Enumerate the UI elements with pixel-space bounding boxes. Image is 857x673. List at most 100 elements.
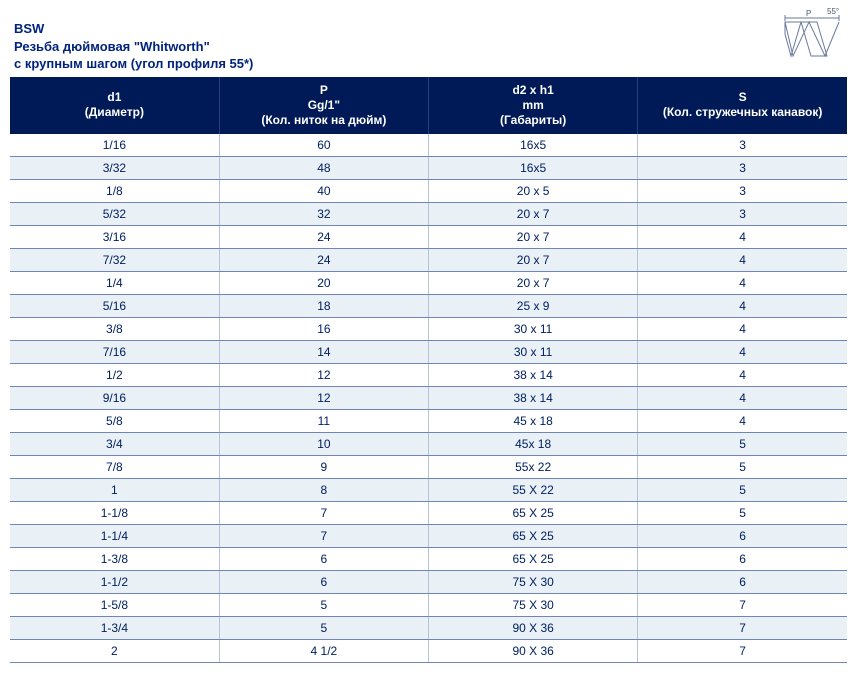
table-row: 3/324816x53 <box>10 156 847 179</box>
table-cell: 6 <box>219 547 428 570</box>
table-cell: 20 <box>219 271 428 294</box>
table-cell: 75 X 30 <box>429 570 638 593</box>
col-header-d2h1: d2 x h1 mm (Габариты) <box>429 77 638 134</box>
table-cell: 24 <box>219 248 428 271</box>
table-cell: 8 <box>219 478 428 501</box>
table-row: 1-1/8765 X 255 <box>10 501 847 524</box>
table-cell: 24 <box>219 225 428 248</box>
table-cell: 7 <box>638 616 847 639</box>
table-row: 1/84020 x 53 <box>10 179 847 202</box>
page: 55° P BSW Резьба дюймовая "Whitworth" с … <box>0 0 857 673</box>
table-cell: 4 <box>638 409 847 432</box>
table-cell: 4 <box>638 363 847 386</box>
table-cell: 65 X 25 <box>429 501 638 524</box>
table-cell: 3 <box>638 156 847 179</box>
table-cell: 30 x 11 <box>429 317 638 340</box>
col-header-s: S (Кол. стружечных канавок) <box>638 77 847 134</box>
table-cell: 3/16 <box>10 225 219 248</box>
angle-label: 55° <box>827 8 839 16</box>
table-cell: 5/8 <box>10 409 219 432</box>
table-row: 1-1/2675 X 306 <box>10 570 847 593</box>
table-cell: 9/16 <box>10 386 219 409</box>
table-cell: 10 <box>219 432 428 455</box>
title-line-2: Резьба дюймовая "Whitworth" <box>14 38 847 56</box>
table-cell: 12 <box>219 386 428 409</box>
table-cell: 4 <box>638 386 847 409</box>
table-cell: 1-3/8 <box>10 547 219 570</box>
table-cell: 4 <box>638 225 847 248</box>
col-header-p-line3: (Кол. ниток на дюйм) <box>224 113 424 128</box>
table-cell: 3/8 <box>10 317 219 340</box>
table-cell: 1/16 <box>10 134 219 157</box>
table-row: 5/323220 x 73 <box>10 202 847 225</box>
table-cell: 1-5/8 <box>10 593 219 616</box>
table-row: 1-3/8665 X 256 <box>10 547 847 570</box>
table-row: 9/161238 x 144 <box>10 386 847 409</box>
col-header-s-line1: S <box>642 90 843 105</box>
col-header-d1: d1 (Диаметр) <box>10 77 219 134</box>
table-cell: 16x5 <box>429 156 638 179</box>
table-cell: 5 <box>638 478 847 501</box>
table-cell: 1-1/2 <box>10 570 219 593</box>
table-cell: 90 X 36 <box>429 616 638 639</box>
table-cell: 7/32 <box>10 248 219 271</box>
table-cell: 12 <box>219 363 428 386</box>
table-cell: 55 X 22 <box>429 478 638 501</box>
col-header-d2h1-line2: mm <box>433 98 633 113</box>
table-cell: 5/16 <box>10 294 219 317</box>
table-row: 7/8955x 225 <box>10 455 847 478</box>
table-cell: 7 <box>638 639 847 662</box>
table-cell: 20 x 7 <box>429 248 638 271</box>
pitch-label: P <box>806 9 811 18</box>
table-cell: 32 <box>219 202 428 225</box>
table-cell: 4 <box>638 294 847 317</box>
table-cell: 3/32 <box>10 156 219 179</box>
thread-profile-diagram: 55° P <box>781 8 843 63</box>
col-header-d1-line2: (Диаметр) <box>14 105 215 120</box>
table-cell: 5/32 <box>10 202 219 225</box>
table-cell: 1/8 <box>10 179 219 202</box>
table-row: 1/21238 x 144 <box>10 363 847 386</box>
table-cell: 5 <box>219 616 428 639</box>
table-cell: 6 <box>638 547 847 570</box>
table-cell: 38 x 14 <box>429 363 638 386</box>
table-cell: 45 x 18 <box>429 409 638 432</box>
table-cell: 3 <box>638 134 847 157</box>
table-cell: 16 <box>219 317 428 340</box>
table-cell: 1-1/4 <box>10 524 219 547</box>
table-cell: 16x5 <box>429 134 638 157</box>
table-cell: 7 <box>219 524 428 547</box>
table-cell: 18 <box>219 294 428 317</box>
table-cell: 20 x 7 <box>429 202 638 225</box>
table-cell: 11 <box>219 409 428 432</box>
table-cell: 65 X 25 <box>429 547 638 570</box>
table-header: d1 (Диаметр) P Gg/1" (Кол. ниток на дюйм… <box>10 77 847 134</box>
col-header-p: P Gg/1" (Кол. ниток на дюйм) <box>219 77 428 134</box>
col-header-p-line1: P <box>224 83 424 98</box>
table-cell: 7 <box>638 593 847 616</box>
table-cell: 4 <box>638 248 847 271</box>
table-row: 1855 X 225 <box>10 478 847 501</box>
table-cell: 20 x 7 <box>429 225 638 248</box>
table-cell: 2 <box>10 639 219 662</box>
col-header-d1-line1: d1 <box>14 90 215 105</box>
table-cell: 1/4 <box>10 271 219 294</box>
table-body: 1/166016x533/324816x531/84020 x 535/3232… <box>10 134 847 663</box>
table-cell: 7 <box>219 501 428 524</box>
table-row: 1/42020 x 74 <box>10 271 847 294</box>
table-cell: 6 <box>638 524 847 547</box>
col-header-d2h1-line3: (Габариты) <box>433 113 633 128</box>
table-cell: 90 X 36 <box>429 639 638 662</box>
table-cell: 5 <box>219 593 428 616</box>
table-row: 1-5/8575 X 307 <box>10 593 847 616</box>
table-cell: 5 <box>638 432 847 455</box>
table-cell: 14 <box>219 340 428 363</box>
table-cell: 4 <box>638 317 847 340</box>
table-cell: 6 <box>219 570 428 593</box>
table-cell: 55x 22 <box>429 455 638 478</box>
table-cell: 6 <box>638 570 847 593</box>
table-cell: 9 <box>219 455 428 478</box>
table-row: 1-3/4590 X 367 <box>10 616 847 639</box>
table-cell: 60 <box>219 134 428 157</box>
table-cell: 20 x 5 <box>429 179 638 202</box>
